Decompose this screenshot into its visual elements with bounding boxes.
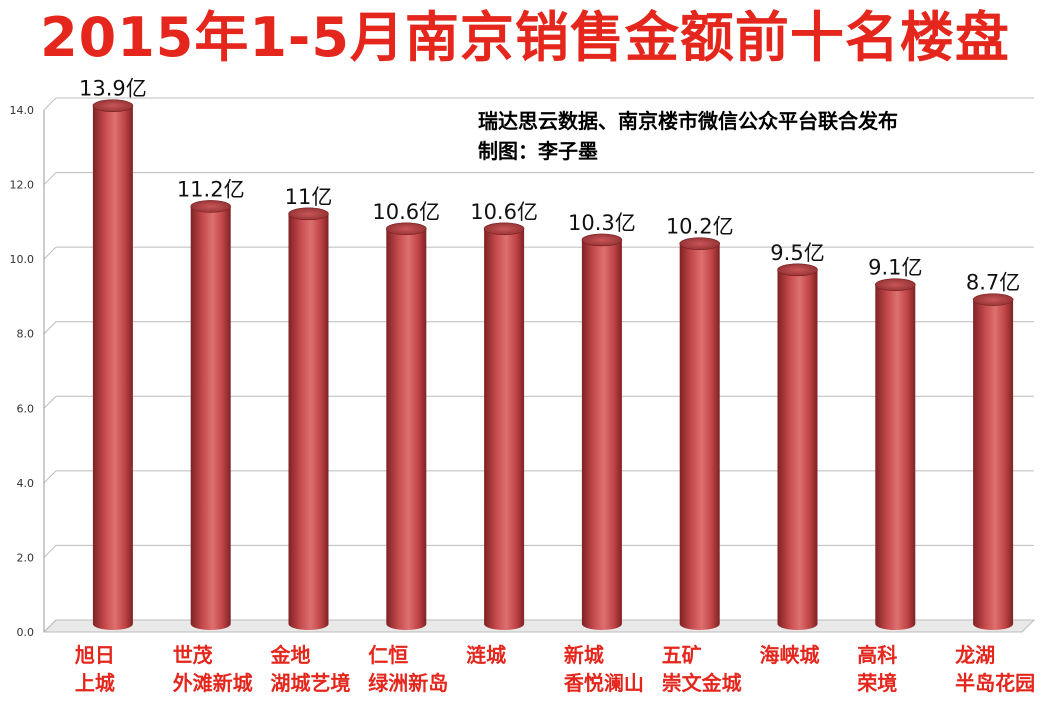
- x-tick-label: 仁恒绿洲新岛: [368, 643, 448, 695]
- bar: [777, 263, 818, 630]
- bar-body: [777, 269, 818, 630]
- x-tick-label-line: 仁恒: [368, 643, 408, 667]
- gridline-side: [43, 172, 57, 185]
- bar-body: [973, 299, 1014, 630]
- gridline-side: [43, 545, 57, 558]
- gridline-side: [43, 246, 57, 260]
- x-tick-label-line: 湖城艺境: [271, 671, 351, 695]
- source-note: 瑞达思云数据、南京楼市微信公众平台联合发布 制图：李子墨: [478, 106, 898, 166]
- x-tick-label: 高科荣境: [856, 643, 897, 695]
- gridline-side: [43, 619, 57, 633]
- bar: [92, 99, 134, 630]
- bar-top: [777, 263, 818, 277]
- bar: [288, 207, 329, 630]
- y-tick-label: 8.0: [17, 328, 35, 341]
- data-label: 10.6亿: [372, 200, 440, 224]
- data-label: 9.1亿: [868, 256, 922, 280]
- data-label: 13.9亿: [79, 77, 147, 101]
- x-tick-label-line: 海峡城: [760, 643, 820, 667]
- bar-top: [190, 200, 231, 213]
- x-tick-label-line: 绿洲新岛: [368, 671, 448, 695]
- x-tick-label-line: 半岛花园: [955, 671, 1035, 695]
- bar-body: [190, 206, 231, 630]
- x-tick-label-line: 外滩新城: [173, 671, 253, 695]
- y-tick-label: 6.0: [17, 402, 35, 415]
- y-tick-label: 2.0: [17, 551, 35, 564]
- x-tick-label-line: 金地: [270, 643, 311, 667]
- bar: [581, 233, 623, 630]
- x-tick-label-line: 涟城: [466, 643, 506, 667]
- y-tick-label: 4.0: [17, 477, 35, 490]
- x-tick-label-line: 上城: [75, 671, 115, 695]
- bar: [679, 237, 721, 630]
- bar-body: [386, 228, 427, 630]
- gridline-side: [43, 321, 57, 335]
- bars: [92, 99, 1014, 630]
- x-tick-label: 涟城: [466, 643, 506, 667]
- bar-top: [288, 207, 329, 221]
- bar-top: [972, 293, 1014, 306]
- data-label: 11亿: [285, 185, 333, 209]
- bar-top: [581, 233, 623, 247]
- bar-top: [92, 99, 134, 113]
- x-tick-label-line: 世茂: [173, 643, 213, 667]
- bar: [874, 278, 916, 630]
- bar-body: [92, 105, 133, 630]
- data-label: 8.7亿: [966, 271, 1020, 295]
- bar-body: [679, 243, 720, 630]
- gridline-side: [43, 97, 57, 111]
- gridline-side: [43, 470, 57, 484]
- x-tick-label-line: 崇文金城: [662, 671, 742, 695]
- bar-body: [288, 213, 329, 630]
- y-tick-label: 0.0: [17, 626, 35, 639]
- source-line-1: 瑞达思云数据、南京楼市微信公众平台联合发布: [478, 109, 898, 133]
- bar: [190, 200, 231, 630]
- x-tick-label-line: 新城: [564, 643, 604, 667]
- data-label: 11.2亿: [177, 177, 245, 201]
- data-label: 10.6亿: [470, 200, 538, 224]
- x-tick-label: 新城香悦澜山: [564, 643, 644, 695]
- y-axis: 0.0 2.0 4.0 6.0 8.0 10.0 12.0 14.0: [10, 104, 45, 639]
- bar-top: [385, 222, 427, 236]
- x-tick-label-line: 旭日: [74, 643, 115, 667]
- source-line-2: 制图：李子墨: [478, 139, 598, 163]
- y-tick-label: 12.0: [10, 179, 35, 192]
- x-tick-label-line: 五矿: [662, 643, 702, 667]
- x-tick-label: 龙湖半岛花园: [955, 643, 1035, 695]
- x-tick-label-line: 荣境: [856, 671, 897, 695]
- bar: [972, 293, 1014, 630]
- chart-title: 2015年1-5月南京销售金额前十名楼盘: [40, 6, 1010, 69]
- x-tick-label: 旭日上城: [74, 643, 115, 695]
- x-tick-label: 五矿崇文金城: [662, 643, 742, 695]
- gridline-side: [43, 395, 57, 409]
- bar-top: [874, 278, 916, 292]
- bar-top: [679, 237, 721, 250]
- bar: [483, 222, 525, 630]
- data-labels: 13.9亿 11.2亿 11亿 10.6亿 10.6亿 10.3亿 10.2亿 9.5亿 9.1…: [79, 77, 1020, 295]
- bar-body: [875, 284, 916, 630]
- x-tick-label: 世茂外滩新城: [173, 643, 253, 695]
- y-tick-label: 14.0: [10, 104, 35, 117]
- y-tick-label: 10.0: [10, 253, 35, 266]
- bar-body: [484, 228, 525, 630]
- x-tick-label: 金地湖城艺境: [270, 643, 351, 695]
- x-tick-label-line: 香悦澜山: [564, 671, 644, 695]
- x-tick-label: 海峡城: [760, 643, 820, 667]
- data-label: 10.2亿: [666, 215, 734, 239]
- bar-body: [581, 239, 622, 630]
- bar: [385, 222, 427, 630]
- bar-top: [483, 222, 525, 236]
- x-tick-label-line: 高科: [857, 643, 897, 667]
- data-label: 10.3亿: [568, 211, 636, 235]
- data-label: 9.5亿: [770, 241, 824, 265]
- x-tick-label-line: 龙湖: [955, 643, 995, 667]
